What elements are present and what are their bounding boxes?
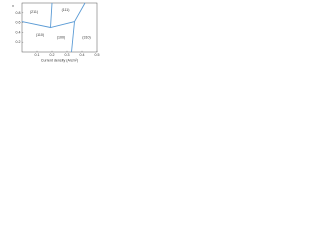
- y-tick-label: 0.8: [16, 11, 21, 15]
- y-tick-label: 0.2: [16, 40, 21, 44]
- phase-boundary: [50, 2, 86, 29]
- x-tick-label: 0.4: [80, 53, 85, 57]
- background: [0, 0, 100, 64]
- plot-frame: [21, 2, 98, 53]
- phase-boundary: [71, 21, 75, 53]
- x-tick-label: 0.3: [65, 53, 70, 57]
- x-tick-label: 0.2: [50, 53, 55, 57]
- y-tick-label: 0.4: [16, 30, 21, 34]
- x-axis-label: Current density (A/cm²): [41, 58, 78, 62]
- x-tick-label: 0.5: [95, 53, 100, 57]
- phase-boundary: [21, 21, 51, 28]
- region-label: (111): [62, 8, 70, 12]
- region-label: (310): [82, 35, 90, 39]
- region-label: (211): [30, 10, 38, 14]
- chart: Current density (A/cm²) x 0.1 0.2 0.3 0.4 0.…: [0, 0, 100, 64]
- x-tick-label: 0.1: [35, 53, 40, 57]
- region-label: (100): [57, 35, 65, 39]
- y-axis-label: x: [12, 4, 14, 8]
- region-label: (110): [36, 33, 44, 37]
- y-tick-label: 0.6: [16, 21, 21, 25]
